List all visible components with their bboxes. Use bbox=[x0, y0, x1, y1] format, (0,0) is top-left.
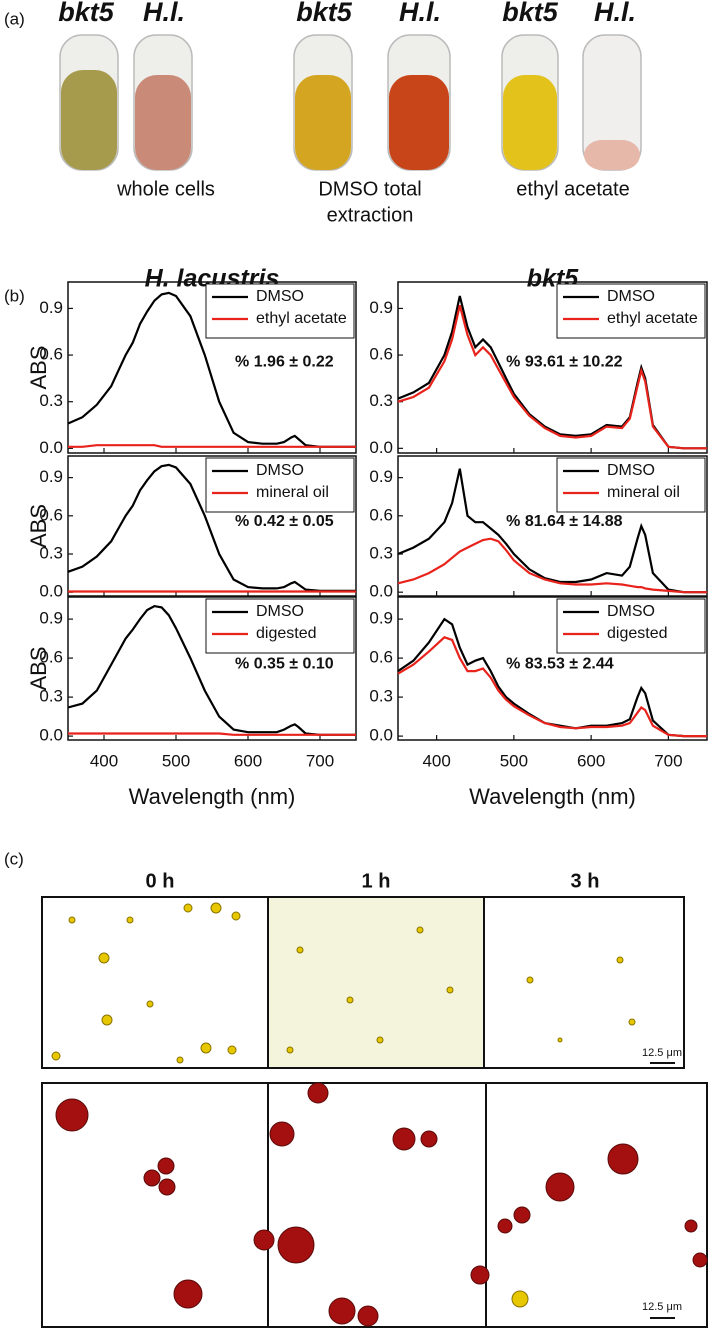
tube-label: bkt5 bbox=[502, 0, 559, 27]
legend-box bbox=[556, 283, 706, 339]
y-tick-label: 0.6 bbox=[369, 648, 393, 667]
series-line bbox=[397, 305, 707, 450]
tubes bbox=[59, 34, 642, 171]
series-line bbox=[397, 468, 707, 594]
legend-label: DMSO bbox=[256, 462, 304, 479]
tube-label: bkt5 bbox=[296, 0, 353, 27]
y-tick-label: 0.9 bbox=[39, 298, 63, 317]
legend-label: DMSO bbox=[607, 288, 655, 305]
legend-box bbox=[205, 457, 355, 513]
x-tick-label: 400 bbox=[422, 751, 450, 770]
time-label: 1 h bbox=[362, 870, 391, 892]
y-tick-label: 0.3 bbox=[369, 543, 393, 562]
tube-label: H.l. bbox=[399, 0, 441, 27]
legend-box bbox=[556, 457, 706, 513]
y-tick-label: 0.6 bbox=[39, 648, 63, 667]
y-tick-label: 0.0 bbox=[39, 582, 63, 601]
series-line bbox=[67, 463, 356, 592]
tube-label: bkt5 bbox=[58, 0, 115, 27]
x-tick-label: 600 bbox=[577, 751, 605, 770]
caption: ethyl acetate bbox=[516, 178, 629, 200]
x-tick-label: 700 bbox=[654, 751, 682, 770]
micrographs bbox=[41, 896, 708, 1328]
y-tick-label: 0.6 bbox=[39, 345, 63, 364]
y-axis-label: ABS bbox=[26, 646, 51, 690]
annotation: % 0.42 ± 0.05 bbox=[235, 513, 334, 530]
y-tick-label: 0.9 bbox=[369, 609, 393, 628]
legend-label: DMSO bbox=[256, 288, 304, 305]
plot-frame bbox=[397, 596, 708, 741]
legend-label: DMSO bbox=[607, 603, 655, 620]
legend-box bbox=[205, 598, 355, 654]
plot-frame bbox=[67, 281, 357, 454]
y-tick-label: 0.9 bbox=[39, 467, 63, 486]
panel-label: (b) bbox=[4, 286, 25, 305]
y-tick-label: 0.3 bbox=[39, 391, 63, 410]
x-tick-label: 600 bbox=[234, 751, 262, 770]
tube-label: H.l. bbox=[143, 0, 185, 27]
annotation: % 93.61 ± 10.22 bbox=[506, 354, 623, 371]
y-tick-label: 0.6 bbox=[369, 505, 393, 524]
legend-label: digested bbox=[607, 625, 668, 642]
annotation: % 81.64 ± 14.88 bbox=[506, 513, 623, 530]
scale-bar-label: 12.5 μm bbox=[642, 1047, 682, 1059]
legend-label: mineral oil bbox=[607, 484, 680, 501]
panel-label: (c) bbox=[4, 849, 24, 868]
caption: DMSO total bbox=[318, 178, 421, 200]
y-tick-label: 0.3 bbox=[369, 687, 393, 706]
legend-label: ethyl acetate bbox=[256, 310, 347, 327]
y-axis-label: ABS bbox=[26, 345, 51, 389]
y-tick-label: 0.0 bbox=[369, 726, 393, 745]
x-tick-label: 500 bbox=[162, 751, 190, 770]
y-tick-label: 0.3 bbox=[369, 391, 393, 410]
y-tick-label: 0.6 bbox=[369, 345, 393, 364]
series-line bbox=[67, 604, 356, 736]
y-tick-label: 0.0 bbox=[39, 438, 63, 457]
legend-box bbox=[205, 283, 355, 339]
y-tick-label: 0.9 bbox=[369, 467, 393, 486]
x-tick-label: 400 bbox=[90, 751, 118, 770]
series-line bbox=[68, 444, 356, 448]
y-tick-label: 0.3 bbox=[39, 543, 63, 562]
y-tick-label: 0.3 bbox=[39, 687, 63, 706]
y-axis-label: ABS bbox=[26, 504, 51, 548]
plot-frame bbox=[397, 455, 708, 597]
y-tick-label: 0.9 bbox=[39, 609, 63, 628]
series-line bbox=[68, 732, 356, 736]
plot-frame bbox=[67, 596, 357, 741]
legend-box bbox=[556, 598, 706, 654]
legend-label: DMSO bbox=[607, 462, 655, 479]
panel-label: (a) bbox=[4, 9, 25, 28]
legend-label: digested bbox=[256, 625, 317, 642]
series-line bbox=[67, 291, 356, 448]
y-tick-label: 0.6 bbox=[39, 505, 63, 524]
legend-label: DMSO bbox=[256, 603, 304, 620]
x-tick-label: 700 bbox=[306, 751, 334, 770]
legend-label: mineral oil bbox=[256, 484, 329, 501]
legend-label: ethyl acetate bbox=[607, 310, 698, 327]
caption: extraction bbox=[327, 204, 414, 226]
scale-bar-label: 12.5 μm bbox=[642, 1301, 682, 1313]
time-label: 0 h bbox=[146, 870, 175, 892]
y-tick-label: 0.0 bbox=[369, 582, 393, 601]
tube-label: H.l. bbox=[594, 0, 636, 27]
plot-frame bbox=[397, 281, 708, 454]
x-axis-label: Wavelength (nm) bbox=[129, 784, 296, 809]
annotation: % 0.35 ± 0.10 bbox=[235, 655, 334, 672]
x-tick-label: 500 bbox=[500, 751, 528, 770]
series-line bbox=[397, 537, 707, 594]
plot-frame bbox=[67, 455, 357, 597]
y-tick-label: 0.0 bbox=[369, 438, 393, 457]
caption: whole cells bbox=[116, 178, 215, 200]
y-tick-label: 0.9 bbox=[369, 298, 393, 317]
time-label: 3 h bbox=[571, 870, 600, 892]
series-line bbox=[397, 636, 707, 738]
x-axis-label: Wavelength (nm) bbox=[469, 784, 636, 809]
annotation: % 83.53 ± 2.44 bbox=[506, 655, 614, 672]
annotation: % 1.96 ± 0.22 bbox=[235, 354, 334, 371]
y-tick-label: 0.0 bbox=[39, 726, 63, 745]
